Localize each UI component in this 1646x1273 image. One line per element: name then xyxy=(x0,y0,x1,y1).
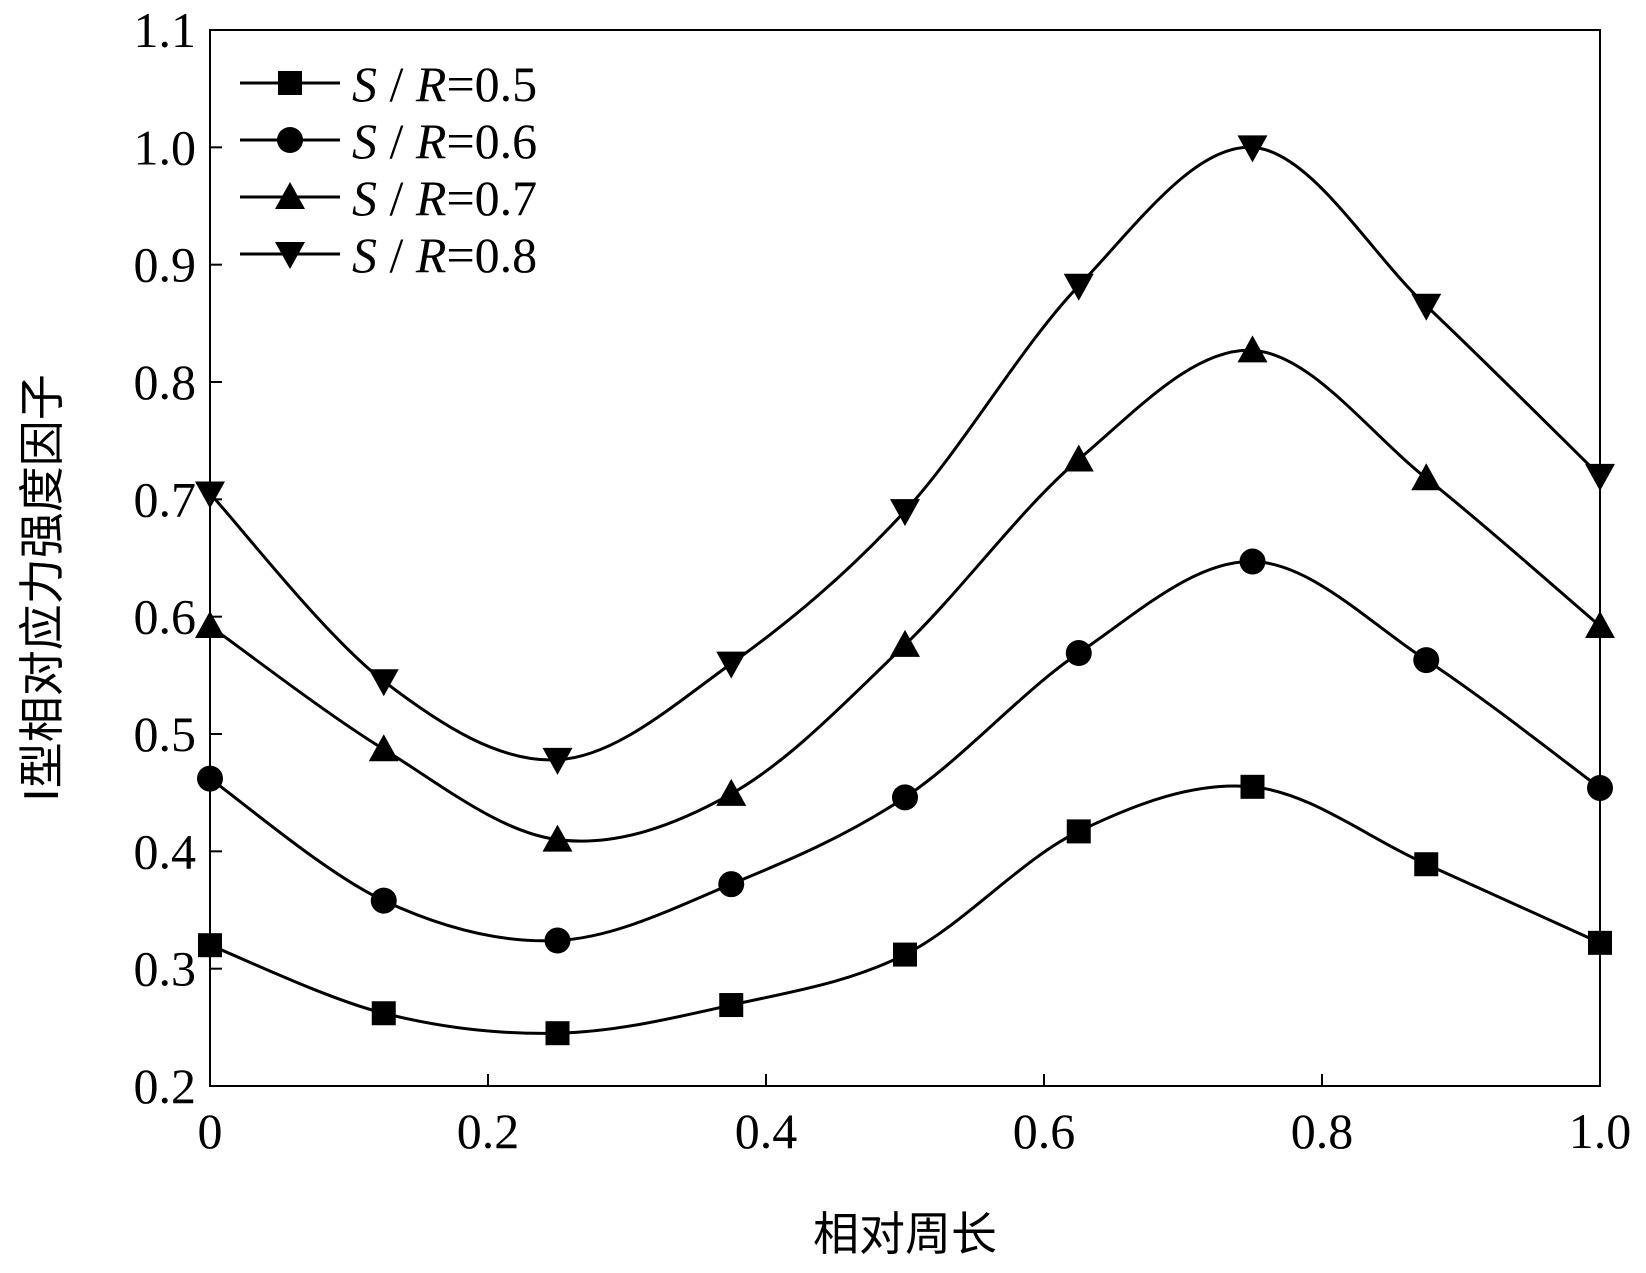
data-point xyxy=(544,927,571,954)
data-point xyxy=(718,871,745,898)
data-point xyxy=(542,747,573,775)
x-axis-title: 相对周长 xyxy=(813,1207,997,1261)
data-point xyxy=(542,824,573,852)
data-point xyxy=(368,734,399,762)
x-tick-label: 0.4 xyxy=(735,1103,798,1159)
data-point xyxy=(1240,774,1265,799)
legend-item: S / R=0.7 xyxy=(240,170,537,226)
legend-label: S / R=0.6 xyxy=(352,113,537,169)
y-tick-label: 1.1 xyxy=(134,2,197,58)
y-tick-label: 0.7 xyxy=(134,471,197,527)
data-point xyxy=(545,1021,570,1046)
data-point xyxy=(719,993,744,1018)
data-point xyxy=(1414,852,1439,877)
y-axis-title: Ⅰ型相对应力强度因子 xyxy=(15,374,69,802)
data-point xyxy=(1237,335,1268,363)
y-tick-label: 1.0 xyxy=(134,119,197,175)
data-point xyxy=(1237,135,1268,163)
x-tick-label: 0.8 xyxy=(1291,1103,1354,1159)
data-point xyxy=(893,942,917,967)
legend-label: S / R=0.5 xyxy=(352,56,537,112)
y-tick-label: 0.4 xyxy=(134,823,197,879)
series-2 xyxy=(197,548,1613,954)
data-point xyxy=(368,669,399,697)
x-tick-label: 0 xyxy=(198,1103,223,1159)
data-point xyxy=(892,784,918,811)
data-point xyxy=(716,651,747,679)
legend-label: S / R=0.8 xyxy=(352,227,537,283)
legend-item: S / R=0.5 xyxy=(240,56,537,112)
legend-item: S / R=0.6 xyxy=(240,113,537,169)
series-line xyxy=(209,348,1601,843)
data-point xyxy=(1411,293,1442,321)
data-point xyxy=(1066,819,1091,844)
data-point xyxy=(370,887,397,914)
plot-frame xyxy=(209,29,1601,1087)
data-point xyxy=(890,629,920,657)
series-layer xyxy=(195,135,1615,1046)
x-tick-label: 0.6 xyxy=(1013,1103,1076,1159)
x-tick-label: 0.2 xyxy=(457,1103,520,1159)
data-point xyxy=(890,499,920,527)
ticks-layer: 0 0.2 0.4 0.6 0.8 1.00.20.30.40.50.60.70.80.9… xyxy=(134,2,1632,1159)
data-point xyxy=(1239,548,1266,575)
data-point xyxy=(371,1001,396,1026)
data-point xyxy=(1063,444,1094,472)
x-tick-label: 1.0 xyxy=(1569,1103,1632,1159)
data-point xyxy=(716,778,747,806)
y-tick-label: 0.9 xyxy=(134,237,197,293)
legend-label: S / R=0.7 xyxy=(352,170,537,226)
legend-marker xyxy=(275,242,305,269)
legend-item: S / R=0.8 xyxy=(240,227,537,283)
legend-marker xyxy=(278,71,302,95)
y-tick-label: 0.5 xyxy=(134,706,197,762)
series-1 xyxy=(198,774,1612,1046)
y-tick-label: 0.6 xyxy=(134,589,197,645)
series-3 xyxy=(195,335,1615,852)
series-4 xyxy=(195,135,1615,775)
data-point xyxy=(1411,463,1442,491)
y-tick-label: 0.8 xyxy=(134,354,197,410)
y-tick-label: 0.3 xyxy=(134,941,197,997)
series-line xyxy=(209,784,1601,1035)
y-tick-label: 0.2 xyxy=(134,1058,197,1114)
data-point xyxy=(1063,273,1094,301)
legend: S / R=0.5S / R=0.6S / R=0.7S / R=0.8 xyxy=(240,56,537,283)
legend-marker xyxy=(277,127,303,153)
data-point xyxy=(1065,640,1092,667)
data-point xyxy=(1413,647,1440,674)
legend-marker xyxy=(275,182,305,209)
series-line xyxy=(209,560,1601,943)
